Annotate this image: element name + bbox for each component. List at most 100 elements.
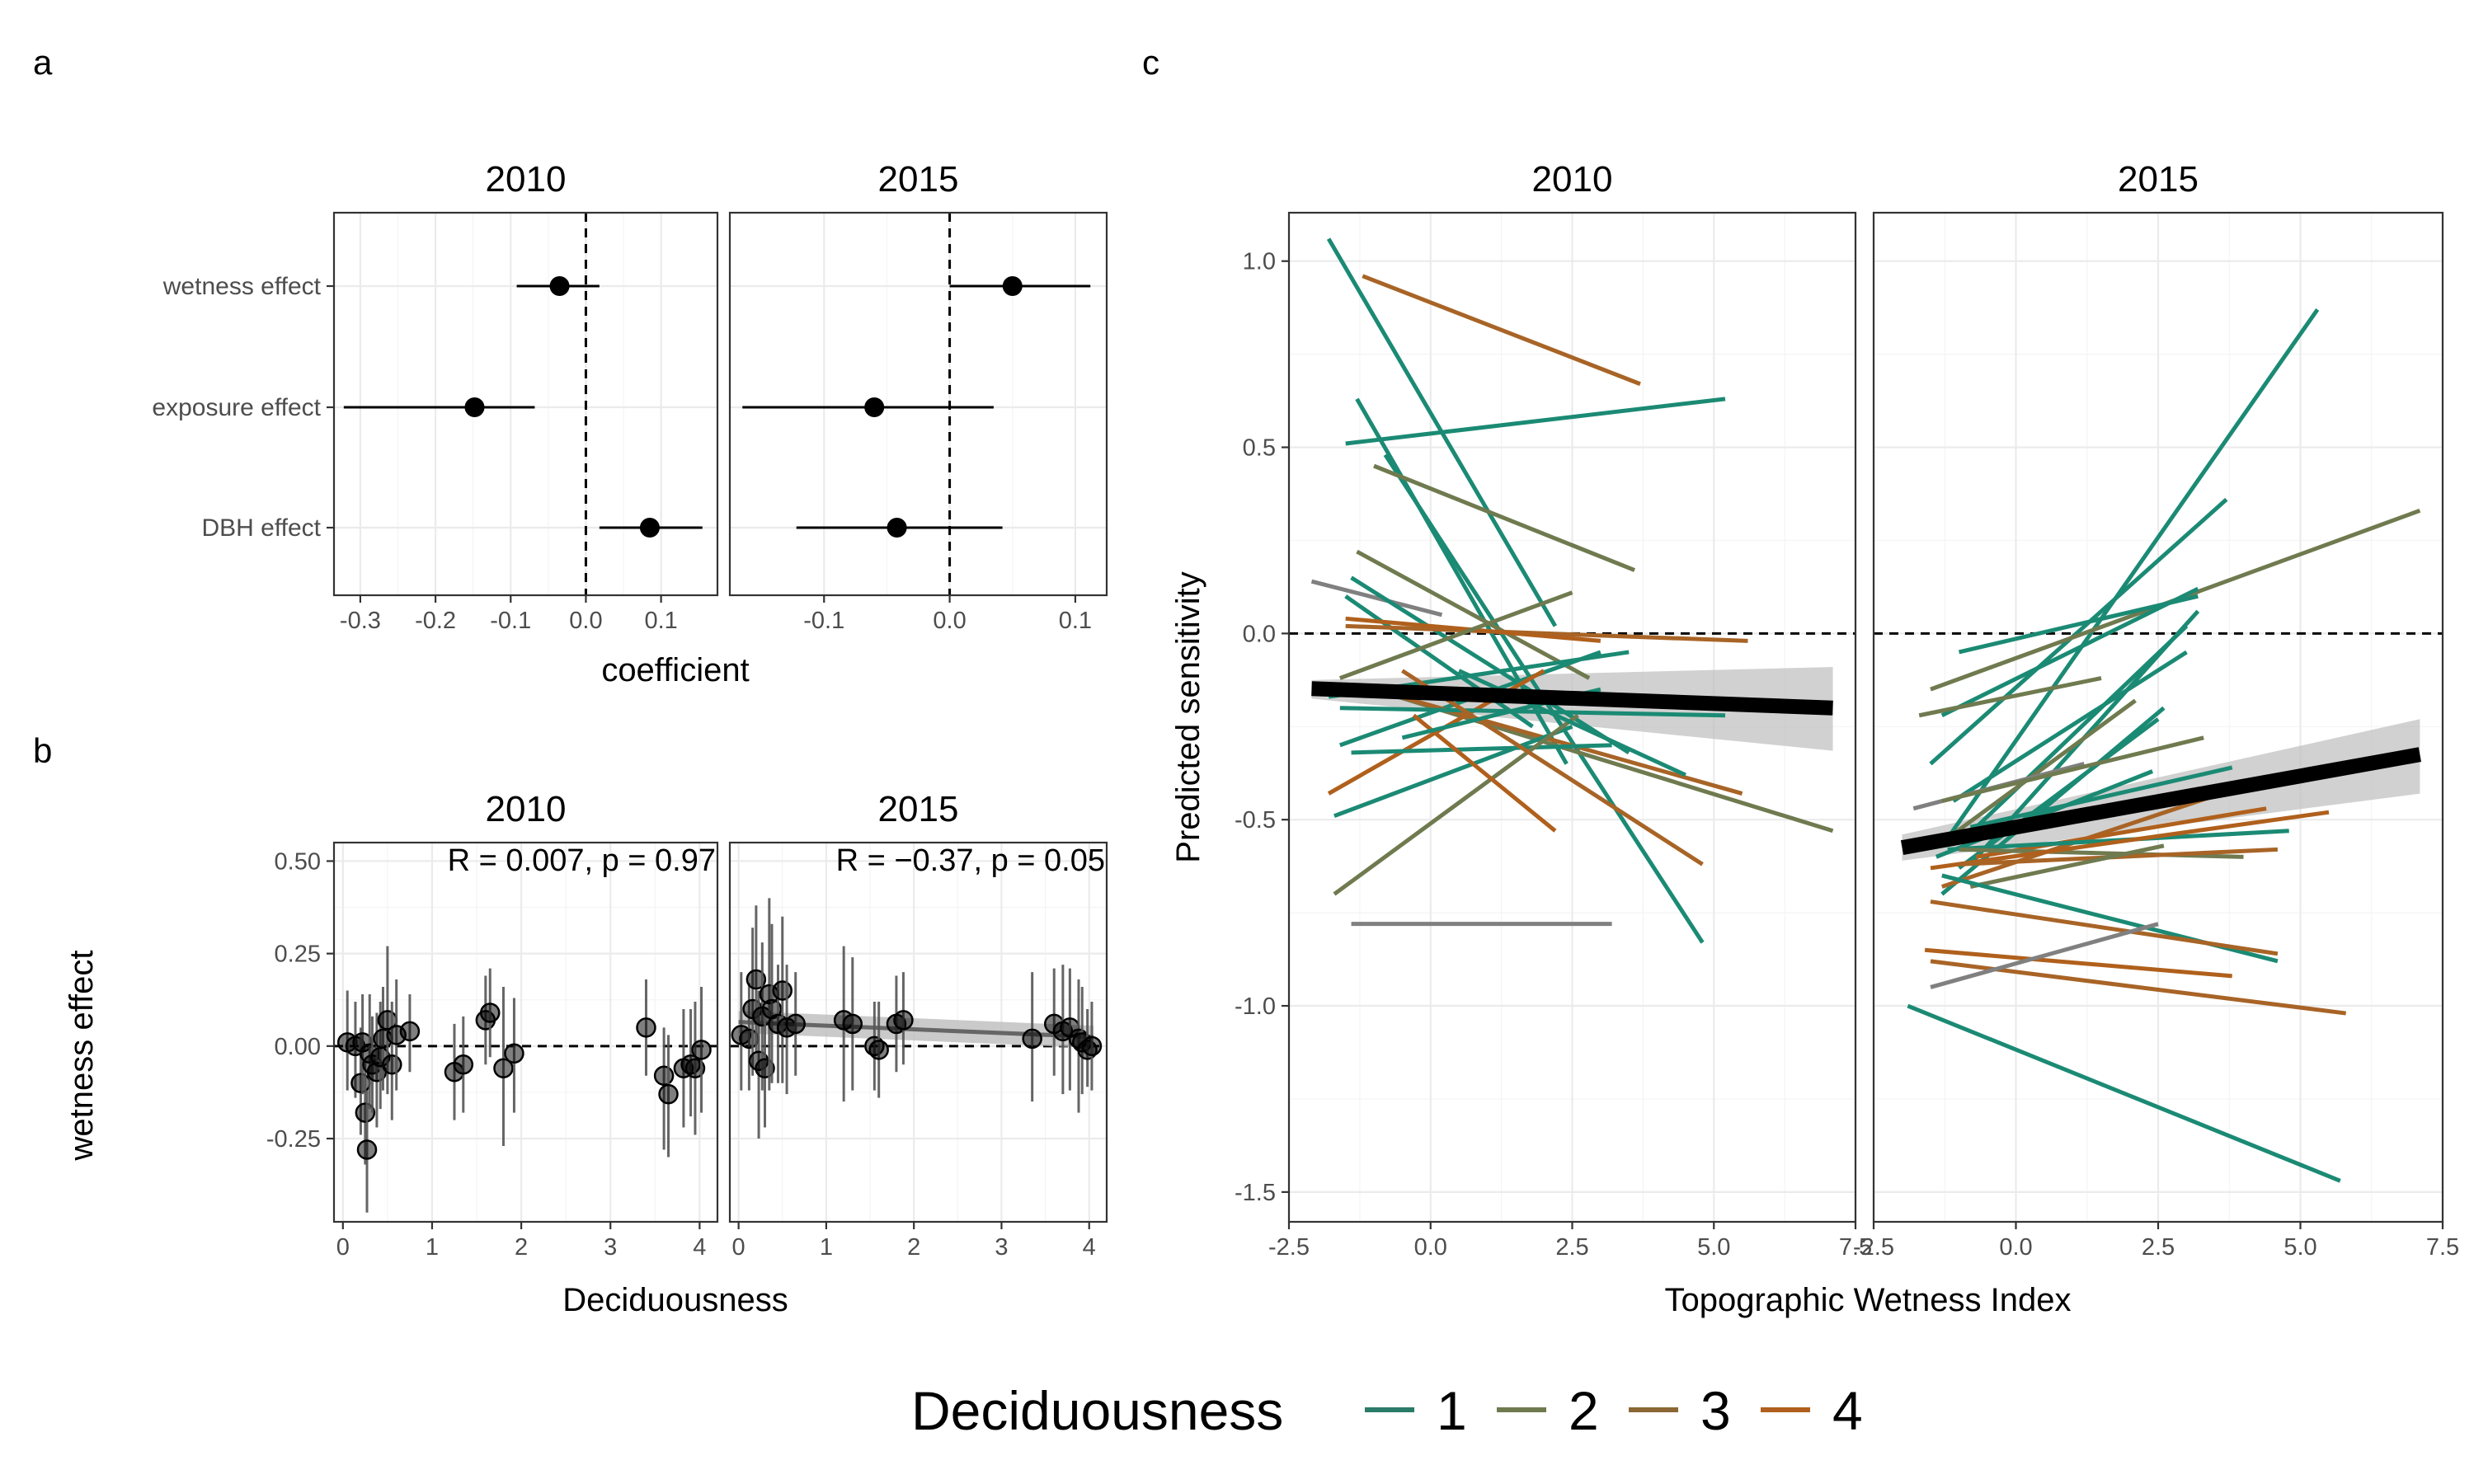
chart-c-series-line [1946, 698, 2137, 840]
chart-c-series-line [1373, 463, 1635, 572]
chart-c-series-line [1351, 743, 1612, 755]
chart-b-x-tick-label: 0 [732, 1234, 745, 1261]
chart-c-x-axis-title: Topographic Wetness Index [1665, 1282, 2072, 1318]
chart-c-y-tick-label: -0.5 [1235, 807, 1276, 834]
chart-b-point [684, 1058, 706, 1079]
chart-c-series-line [1930, 810, 2330, 871]
chart-b-point [453, 1054, 474, 1075]
chart-a-x-tick-label: 0.1 [644, 608, 677, 634]
chart-b-point [893, 1010, 914, 1031]
chart-c-facet-strip-label: 2010 [1532, 159, 1613, 200]
chart-b-x-tick-label: 4 [693, 1234, 706, 1261]
chart-c-series-line [1963, 624, 2189, 840]
chart-b-point [636, 1017, 656, 1038]
chart-c-facet-2010: 2010 -2.5 0.0 2.5 5.0 7.5 1.0 0.5 0.0 -0.5 -1.0 -1.… [1235, 159, 1872, 1261]
chart-b-point [399, 1021, 421, 1042]
chart-c-series-line [1929, 497, 2228, 766]
chart-c-x-tick-label: 5.0 [2284, 1234, 2316, 1261]
chart-a-x-axis-title: coefficient [601, 652, 749, 688]
chart-b-facet-2015: 2015 R = −0.37, p = 0.05 0 1 2 3 4 [728, 789, 1108, 1261]
chart-c-series-line [1356, 549, 1591, 680]
chart-c-series-line [1924, 947, 2232, 979]
chart-c-series-line [1350, 575, 1630, 755]
legend: Deciduousness 1 2 3 4 [911, 1380, 1863, 1441]
chart-a-panel-frame [332, 211, 719, 597]
chart-c-series-line [1975, 806, 2267, 859]
chart-b-x-tick-label: 3 [604, 1234, 617, 1261]
chart-b-point [842, 1013, 863, 1035]
chart-b-x-tick-label: 1 [426, 1234, 439, 1261]
chart-b-x-tick-label: 3 [995, 1234, 1008, 1261]
chart-c-trend-line [1311, 681, 1833, 716]
chart-c-y-axis-title: Predicted sensitivity [1170, 571, 1206, 862]
chart-a-facet-strip-label: 2015 [878, 159, 959, 200]
chart-b-y-tick-label: 0.50 [275, 848, 321, 875]
legend-label-1: 1 [1437, 1380, 1467, 1441]
chart-b-facet-strip-label: 2010 [486, 789, 567, 829]
chart-c-series-line [1958, 594, 2199, 655]
chart-c-x-tick-label: 0.0 [1414, 1234, 1447, 1261]
chart-a-facet-2010: 2010 -0.3 -0.2 -0.1 0.0 0.1 wetness effect expo… [152, 159, 719, 634]
chart-c-x-tick-label: 0.0 [1999, 1234, 2032, 1261]
chart-b-point [1022, 1028, 1042, 1050]
chart-b-point [772, 980, 793, 1001]
chart-a-x-tick-label: 0.0 [569, 608, 602, 634]
chart-c-series-line [1412, 713, 1557, 833]
chart-c-series-line [1941, 735, 2204, 804]
chart-b-point [785, 1013, 806, 1035]
chart-b-panel-frame [728, 841, 1108, 1223]
chart-b-point [350, 1073, 371, 1093]
chart-b-y-tick-label: 0.25 [275, 942, 321, 968]
chart-b-point [493, 1058, 514, 1079]
chart-b-facet-2010: 2010 R = 0.007, p = 0.97 0 1 2 3 4 0.50 0.25 0.00… [266, 789, 719, 1261]
chart-c-series-line [1969, 843, 2165, 889]
chart-b-point [653, 1065, 675, 1086]
chart-b-x-tick-label: 2 [907, 1234, 920, 1261]
panel-letter-b: b [33, 731, 52, 770]
chart-a-x-tick-label: -0.1 [490, 608, 531, 634]
chart-b-x-tick-label: 2 [515, 1234, 528, 1261]
chart-c-y-tick-label: 0.0 [1243, 621, 1276, 647]
chart-b-x-tick-label: 4 [1083, 1234, 1096, 1261]
chart-b-point [745, 969, 767, 990]
chart-b-x-tick-label: 1 [820, 1234, 833, 1261]
legend-label-4: 4 [1832, 1380, 1863, 1441]
chart-b-point [356, 1139, 378, 1160]
chart-b-facet-strip-label: 2015 [878, 789, 959, 829]
chart-c-trend-line [1900, 747, 2421, 855]
chart-b-point [382, 1054, 402, 1075]
chart-c-y-tick-label: 1.0 [1243, 249, 1276, 275]
chart-b-plot-area: R = −0.37, p = 0.05 [730, 843, 1107, 1139]
chart-a-panel-frame [728, 211, 1108, 597]
chart-a-point [1002, 276, 1023, 296]
chart-a-point [639, 518, 660, 538]
chart-c-series-line [1907, 1003, 2341, 1183]
legend-label-2: 2 [1569, 1380, 1599, 1441]
chart-c-x-tick-label: 2.5 [2142, 1234, 2175, 1261]
chart-b-y-tick-label: -0.25 [266, 1126, 321, 1153]
chart-c-series-line [1959, 847, 2244, 859]
chart-c-x-tick-label: 2.5 [1555, 1234, 1588, 1261]
chart-c-series-line [1958, 717, 2160, 870]
chart-c-series-line [1940, 586, 2199, 717]
chart-b-y-tick-label: 0.00 [275, 1034, 321, 1060]
chart-b-x-axis-title: Deciduousness [562, 1282, 788, 1318]
chart-c-x-tick-label: 5.0 [1697, 1234, 1730, 1261]
chart-c-series-line [1345, 397, 1726, 446]
chart-c-series-line [1918, 676, 2102, 718]
coefficient-chart: 2010 -0.3 -0.2 -0.1 0.0 0.1 wetness effect expo… [152, 159, 1108, 634]
chart-a-x-tick-label: -0.2 [415, 608, 456, 634]
chart-c-facet-strip-label: 2015 [2118, 159, 2199, 200]
chart-b-point [504, 1043, 524, 1064]
chart-c-series-line [1333, 713, 1579, 896]
chart-b-y-axis-title: wetness effect [63, 951, 100, 1162]
chart-b-point [658, 1083, 679, 1105]
chart-c-plot-area [1874, 308, 2443, 1183]
panel-letter-c: c [1142, 43, 1159, 82]
chart-c-x-tick-label: -2.5 [1853, 1234, 1894, 1261]
chart-c-y-tick-label: 0.5 [1243, 435, 1276, 462]
chart-c-series-line [1401, 669, 1704, 866]
chart-b-plot-area: R = 0.007, p = 0.97 [334, 843, 717, 1213]
legend-label-3: 3 [1700, 1380, 1731, 1441]
